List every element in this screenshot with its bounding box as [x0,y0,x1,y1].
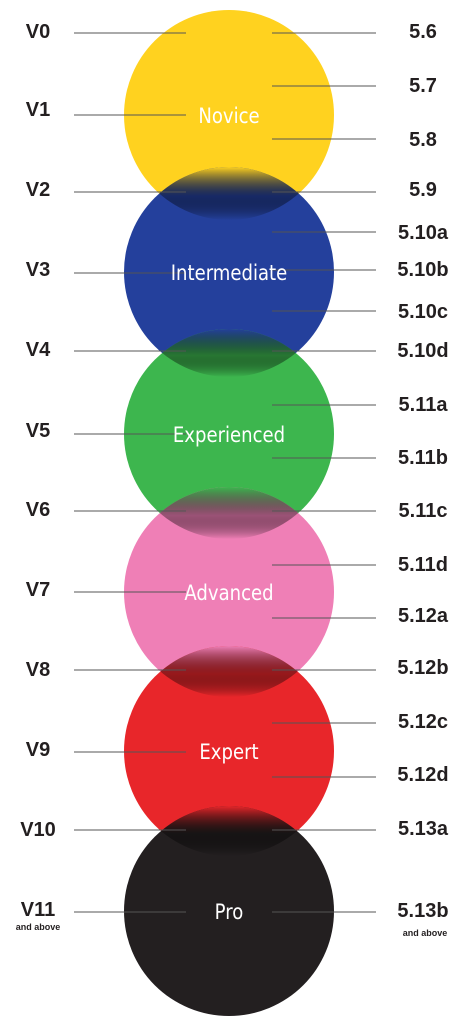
level-name-advanced: Advanced [184,581,274,605]
yds-grade-label: 5.7 [409,75,437,97]
yds-grade-label: 5.12d [397,764,449,786]
level-name-novice: Novice [198,104,260,128]
yds-grade-label: 5.11d [397,554,449,576]
yds-grade-label: 5.13b [397,900,449,922]
yds-grade-label: 5.6 [409,21,437,43]
yds-grade-label: 5.10c [397,301,449,323]
v-grade-label-v0: V0 [25,21,51,43]
v-grade-label-v10: V10 [20,819,56,841]
yds-grade-label: 5.10a [397,222,449,244]
yds-grade-label: 5.10d [397,340,449,362]
v-grade-label-v6: V6 [25,499,51,521]
level-circle-intermediate [124,167,334,377]
level-circle-novice [124,10,334,220]
v-grade-label-v1: V1 [25,99,51,121]
yds-grade-label: 5.11a [398,394,448,416]
level-name-experienced: Experienced [172,423,286,447]
level-circle-pro [124,806,334,1016]
v-grade-label-v7: V7 [25,579,51,601]
level-name-intermediate: Intermediate [170,261,288,285]
yds-grade-label: 5.9 [409,179,437,201]
v-grade-label-v8: V8 [25,659,51,681]
v-grade-label-v9: V9 [25,739,51,761]
yds-grade-label: 5.10b [397,259,449,281]
v-grade-label-v5: V5 [25,420,51,442]
yds-grade-label: 5.11c [398,500,448,522]
v-grade-label-v4: V4 [25,339,51,361]
yds-grade-footnote: and above [402,928,448,938]
yds-grade-label: 5.8 [409,129,437,151]
v-grade-label-v11: V11 [20,899,56,921]
v-grade-label-v3: V3 [25,259,51,281]
yds-grade-label: 5.12c [397,711,449,733]
level-circle-expert [124,646,334,856]
yds-grade-label: 5.11b [397,447,449,469]
yds-grade-label: 5.12a [397,605,449,627]
level-circle-advanced [124,487,334,697]
level-name-pro: Pro [214,900,244,924]
v-grade-label-v2: V2 [25,179,51,201]
v-grade-footnote: and above [15,922,61,932]
level-circle-experienced [124,329,334,539]
level-name-expert: Expert [199,740,259,764]
yds-grade-label: 5.13a [397,818,449,840]
yds-grade-label: 5.12b [397,657,449,679]
